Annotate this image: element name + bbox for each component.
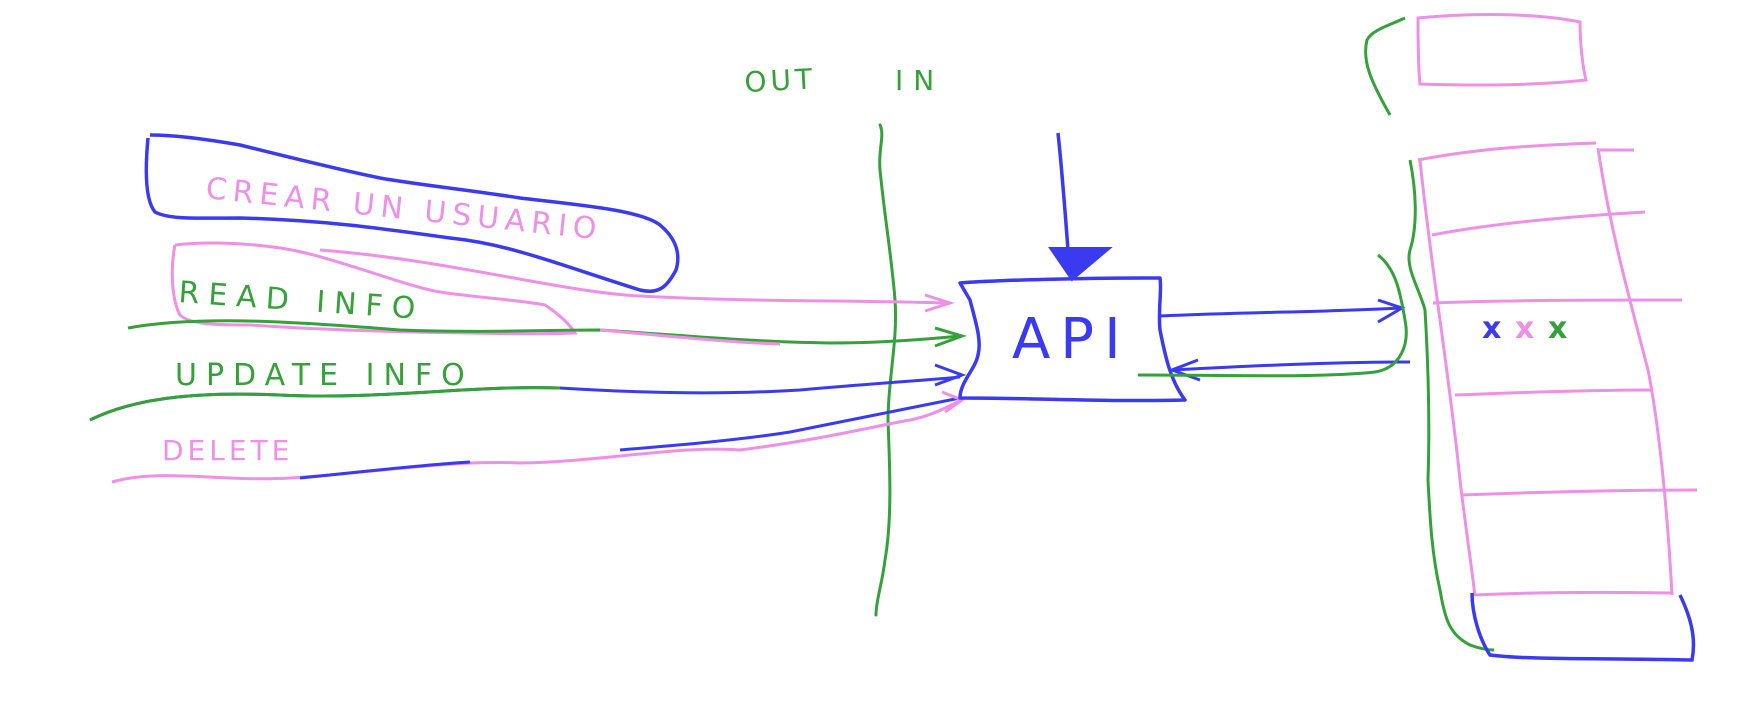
- api-to-db-arrowhead: [1377, 298, 1406, 324]
- read-request-arrow-overlay: [599, 328, 781, 346]
- db-row-line: [1417, 141, 1597, 162]
- read-request-arrow: [127, 319, 961, 345]
- update-arrowhead: [934, 363, 967, 387]
- db-row-line: [1432, 298, 1683, 305]
- op-update-label: UPDATE INFO: [175, 358, 474, 393]
- op-read-label: READ INFO: [177, 275, 425, 327]
- incoming-arrow-line: [1056, 132, 1070, 251]
- create-lasso: [144, 133, 680, 293]
- db-left-edge: [1418, 159, 1477, 597]
- read-lasso: [170, 241, 578, 336]
- api-label: API: [1012, 307, 1131, 372]
- db-row-line: [1474, 590, 1673, 597]
- database-table: [1417, 141, 1698, 597]
- db-to-api-arrow: [1171, 360, 1411, 372]
- db-row-line: [1461, 488, 1698, 497]
- out-label: OUT: [744, 62, 817, 99]
- api-to-db-arrow: [1159, 306, 1401, 318]
- in-label: IN: [895, 64, 944, 97]
- create-request-arrow: [319, 248, 946, 305]
- read-arrowhead: [934, 326, 967, 348]
- delete-request-arrow: [111, 398, 963, 484]
- db-row-line: [1431, 210, 1646, 237]
- op-delete-label: DELETE: [162, 434, 293, 467]
- update-request-arrow-overlay: [89, 386, 561, 422]
- database-footer: [1470, 592, 1696, 662]
- green-return-stroke: [1137, 253, 1408, 378]
- database-outline-green: [1364, 16, 1495, 652]
- api-box: [958, 276, 1187, 403]
- database-header: [1416, 13, 1588, 87]
- delete-arrowhead: [941, 390, 966, 414]
- boundary-line: [874, 123, 898, 617]
- db-row-line: [1454, 388, 1653, 397]
- create-arrowhead: [924, 293, 955, 313]
- record-mark-green: x: [1548, 311, 1567, 346]
- incoming-arrowhead: [1048, 247, 1113, 282]
- db-right-edge: [1596, 147, 1674, 596]
- record-mark-pink: x: [1515, 311, 1534, 346]
- delete-request-arrow-overlay: [299, 396, 961, 480]
- record-mark-blue: x: [1482, 311, 1501, 346]
